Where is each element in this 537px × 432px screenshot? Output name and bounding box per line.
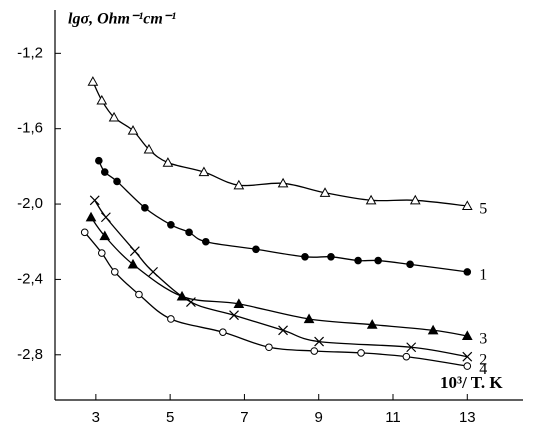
data-point (96, 94, 108, 105)
data-point (252, 245, 260, 254)
data-point (402, 352, 411, 361)
data-point (233, 298, 245, 309)
data-point (167, 220, 175, 229)
data-point (463, 362, 472, 370)
data-point (111, 268, 119, 276)
series-label: 1 (479, 267, 487, 284)
data-point (303, 313, 315, 324)
data-point (89, 195, 100, 206)
data-point (406, 260, 414, 269)
y-tick-label: -2,0 (17, 195, 43, 212)
data-point (113, 177, 121, 186)
x-tick-label: 9 (315, 409, 323, 426)
data-point (162, 157, 174, 167)
x-tick-label: 11 (385, 409, 401, 426)
series-label: 3 (479, 331, 487, 348)
y-tick-label: -2,8 (17, 346, 43, 363)
data-point (135, 290, 143, 299)
data-point (85, 211, 97, 222)
fit-curve (94, 199, 468, 358)
data-point (143, 143, 155, 154)
data-point (462, 351, 473, 362)
series-label: 5 (479, 201, 487, 218)
x-tick-label: 13 (459, 409, 476, 426)
series-label: 4 (479, 361, 487, 378)
data-point (365, 194, 377, 205)
series-label: 2 (479, 351, 487, 368)
data-point (167, 315, 175, 323)
data-point (141, 204, 149, 212)
data-point (427, 324, 439, 335)
data-point (80, 228, 89, 237)
data-point (374, 256, 382, 265)
x-tick-label: 7 (240, 409, 248, 426)
data-point (354, 256, 362, 265)
data-point (100, 212, 111, 223)
data-point (366, 319, 378, 329)
data-point (127, 125, 139, 135)
data-point (99, 230, 111, 241)
y-tick-label: -2,4 (17, 270, 43, 287)
data-point (100, 168, 109, 176)
x-tick-label: 5 (166, 409, 174, 426)
data-point (98, 249, 106, 257)
data-point (87, 76, 99, 86)
data-point (327, 253, 335, 261)
data-point (319, 187, 331, 197)
data-point (129, 246, 140, 257)
data-point (265, 343, 273, 352)
y-tick-label: -1,2 (17, 44, 43, 61)
data-point (198, 166, 210, 177)
data-point (463, 268, 472, 276)
data-point (314, 336, 325, 347)
data-point (277, 177, 289, 188)
data-point (406, 342, 417, 353)
y-tick-label: -1,6 (17, 120, 43, 137)
data-point (186, 297, 196, 307)
x-tick-label: 3 (92, 409, 100, 426)
data-point (127, 258, 139, 269)
data-point (461, 200, 473, 211)
data-point (185, 228, 193, 237)
data-point (148, 266, 158, 277)
data-point (219, 328, 227, 336)
data-point (95, 156, 103, 165)
fit-curve (98, 160, 468, 273)
fit-curve (90, 216, 468, 337)
data-point (229, 310, 239, 321)
data-point (108, 111, 120, 122)
y-axis-title: lgσ, Ohm⁻¹cm⁻¹ (68, 11, 176, 28)
data-point (357, 349, 365, 357)
data-point (202, 237, 210, 246)
data-point (278, 325, 288, 336)
data-point (409, 194, 421, 205)
x-axis-title: 10³/ T. K (440, 373, 503, 392)
data-point (310, 347, 319, 355)
data-point (301, 253, 309, 261)
data-point (233, 179, 245, 190)
data-point (461, 330, 473, 341)
